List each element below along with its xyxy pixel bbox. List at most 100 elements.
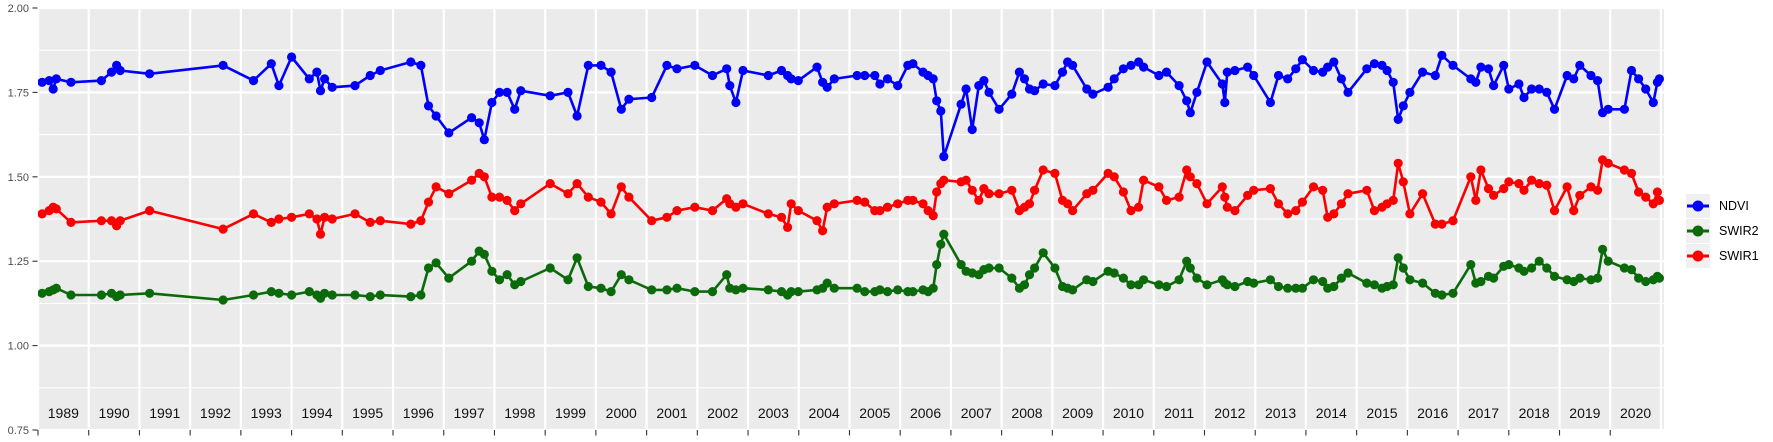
- data-point-ndvi: [1161, 67, 1172, 77]
- data-point-swir2: [875, 285, 885, 295]
- legend-label-swir1: SWIR1: [1719, 248, 1759, 263]
- x-year-label: 1994: [301, 405, 332, 421]
- data-point-swir2: [38, 288, 47, 298]
- data-point-swir1: [1088, 185, 1098, 195]
- data-point-swir1: [1519, 185, 1529, 195]
- data-point-swir2: [416, 290, 426, 300]
- data-point-swir2: [707, 287, 718, 297]
- data-point-swir2: [672, 283, 682, 293]
- data-point-ndvi: [487, 97, 497, 108]
- data-point-ndvi: [1514, 79, 1524, 89]
- data-point-ndvi: [145, 69, 155, 79]
- data-point-swir1: [479, 172, 489, 182]
- data-point-ndvi: [1068, 60, 1078, 70]
- data-point-swir2: [1273, 281, 1284, 292]
- data-point-swir2: [822, 278, 832, 288]
- data-point-swir2: [1336, 273, 1346, 283]
- data-point-ndvi: [572, 111, 582, 121]
- data-point-ndvi: [563, 87, 573, 97]
- data-point-swir2: [1398, 263, 1408, 273]
- data-point-ndvi: [1619, 104, 1629, 114]
- data-point-swir2: [274, 288, 284, 298]
- data-point-ndvi: [44, 76, 54, 86]
- data-point-swir2: [1542, 263, 1552, 273]
- data-point-ndvi: [1192, 87, 1202, 97]
- data-point-ndvi: [1082, 84, 1092, 94]
- data-point-ndvi: [1654, 74, 1664, 84]
- data-point-swir2: [1019, 280, 1030, 290]
- data-point-swir2: [545, 263, 555, 273]
- data-point-swir1: [707, 206, 718, 216]
- data-point-ndvi: [979, 76, 989, 86]
- y-tick-label: 1.75: [8, 87, 29, 99]
- data-point-swir1: [1471, 195, 1481, 205]
- data-point-swir1: [1265, 184, 1275, 194]
- data-point-swir2: [1329, 281, 1339, 292]
- data-point-swir1: [1603, 158, 1613, 168]
- data-point-ndvi: [1448, 60, 1458, 70]
- data-point-swir2: [1126, 280, 1136, 290]
- data-point-ndvi: [1202, 57, 1212, 67]
- data-point-ndvi: [928, 74, 938, 84]
- data-point-swir1: [444, 189, 454, 199]
- data-point-swir2: [829, 283, 839, 293]
- data-point-ndvi: [115, 65, 125, 76]
- data-point-swir2: [1318, 276, 1328, 287]
- data-point-swir1: [96, 216, 106, 226]
- data-point-swir2: [51, 283, 61, 293]
- x-year-label: 1999: [555, 405, 586, 421]
- x-year-label: 2002: [707, 405, 738, 421]
- data-point-swir1: [287, 212, 297, 222]
- data-point-swir2: [1050, 263, 1060, 273]
- data-point-ndvi: [793, 76, 803, 86]
- data-point-swir2: [1038, 248, 1048, 258]
- data-point-ndvi: [1382, 65, 1392, 76]
- data-point-ndvi: [956, 99, 966, 109]
- data-point-ndvi: [596, 60, 606, 70]
- data-point-ndvi: [431, 111, 441, 121]
- data-point-ndvi: [1648, 97, 1658, 108]
- legend: NDVI SWIR2 SWIR1: [1686, 193, 1759, 268]
- data-point-swir1: [1534, 179, 1544, 189]
- data-point-swir1: [738, 199, 748, 209]
- data-point-ndvi: [48, 84, 58, 94]
- legend-item-swir2: SWIR2: [1686, 218, 1759, 243]
- data-point-swir1: [431, 182, 441, 192]
- data-point-ndvi: [860, 70, 870, 81]
- data-point-swir2: [444, 273, 454, 283]
- data-point-swir1: [1192, 179, 1202, 189]
- data-point-swir1: [266, 217, 276, 227]
- legend-label-swir2: SWIR2: [1719, 223, 1759, 238]
- data-point-swir2: [1297, 283, 1307, 293]
- data-point-swir1: [939, 175, 949, 185]
- data-point-ndvi: [1362, 64, 1372, 74]
- data-point-swir1: [66, 217, 76, 227]
- data-point-swir1: [662, 212, 672, 222]
- x-year-label: 2006: [910, 405, 941, 421]
- data-point-swir1: [38, 209, 47, 219]
- data-point-swir1: [829, 199, 839, 209]
- data-point-swir2: [893, 285, 903, 295]
- data-point-swir1: [1514, 179, 1524, 189]
- data-point-swir1: [1126, 206, 1136, 216]
- data-point-ndvi: [776, 65, 787, 76]
- data-point-ndvi: [812, 62, 822, 72]
- data-point-swir2: [1466, 260, 1476, 270]
- data-point-ndvi: [375, 65, 385, 76]
- data-point-swir1: [1369, 206, 1379, 216]
- data-point-swir2: [1418, 278, 1428, 288]
- data-point-swir1: [793, 206, 803, 216]
- data-point-swir2: [1603, 256, 1613, 266]
- data-point-swir1: [1161, 195, 1172, 205]
- data-point-swir2: [1139, 275, 1149, 285]
- data-point-swir2: [365, 292, 375, 302]
- data-point-ndvi: [606, 67, 616, 77]
- data-point-ndvi: [1388, 77, 1398, 87]
- data-point-ndvi: [406, 57, 416, 67]
- data-point-ndvi: [1217, 79, 1227, 89]
- data-point-swir1: [248, 209, 259, 219]
- data-point-swir1: [327, 214, 337, 224]
- data-point-swir2: [908, 287, 918, 297]
- data-point-swir2: [218, 295, 228, 305]
